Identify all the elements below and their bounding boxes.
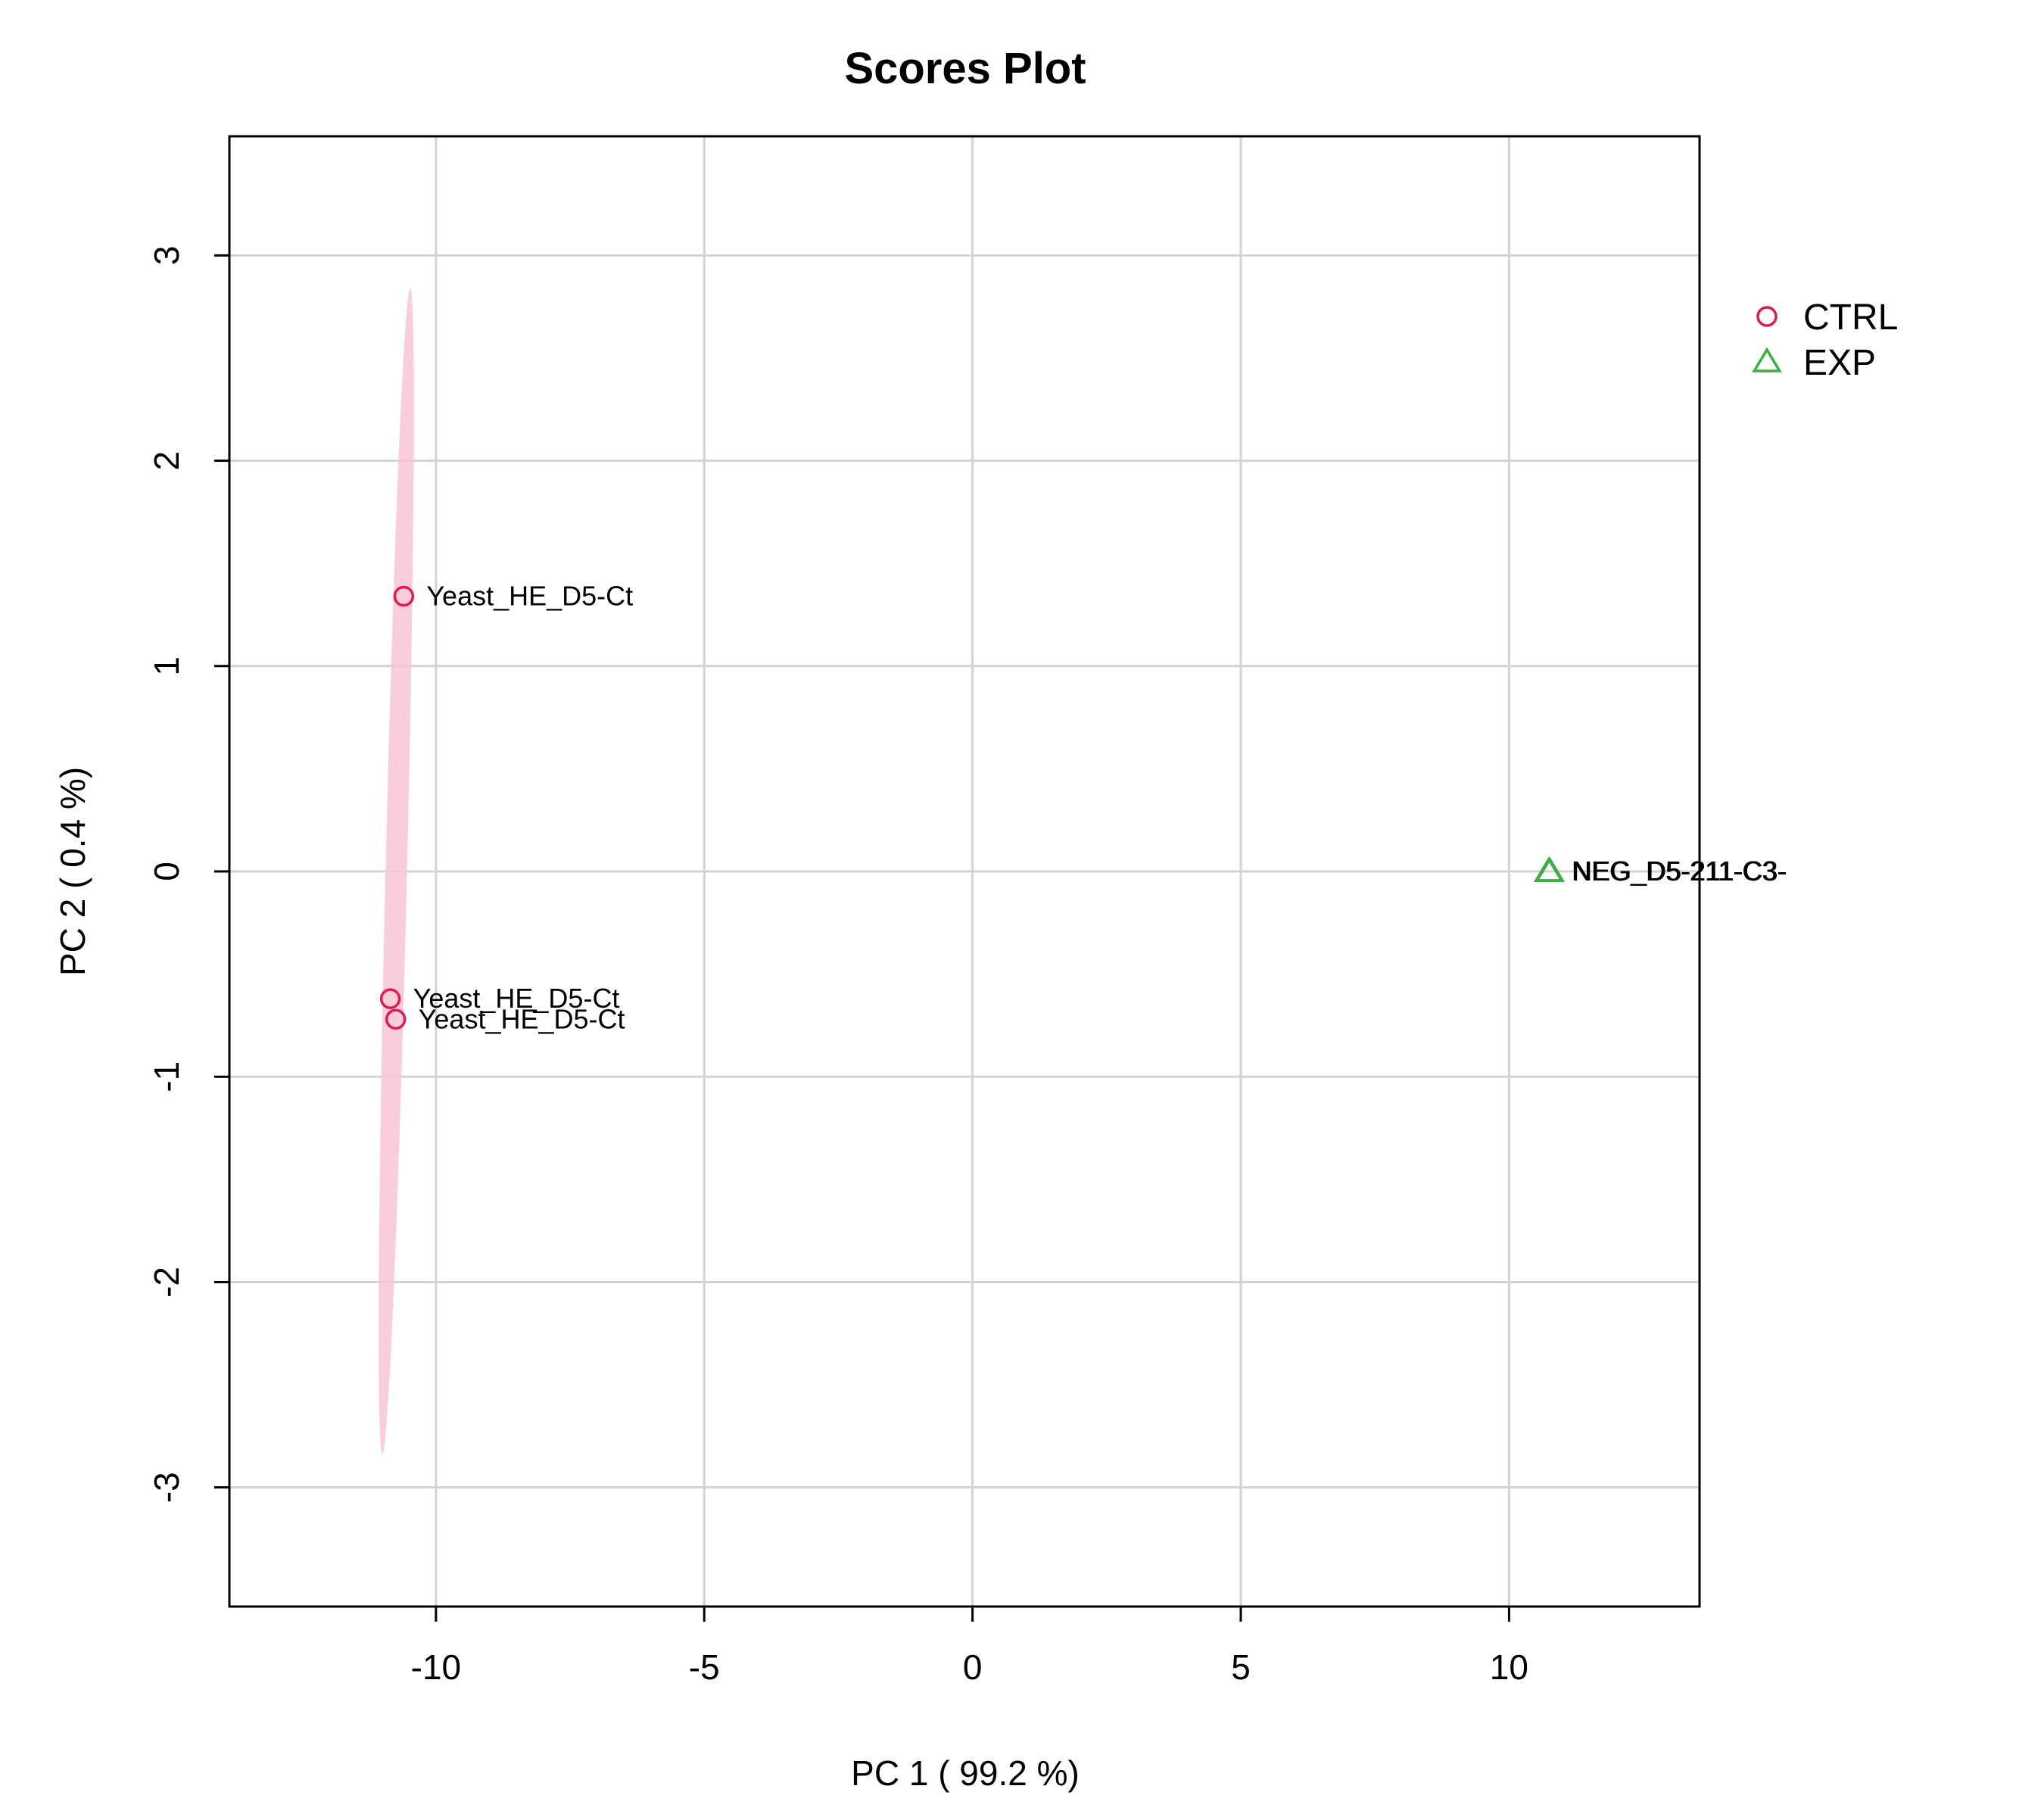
point-ctrl (379, 988, 401, 1009)
point-label: NEG_D5-211-C3- (1572, 856, 1787, 887)
point-label: Yeast_HE_D5-Ct (413, 983, 620, 1014)
legend: CTRL EXP (1752, 298, 1898, 383)
x-axis-label: PC 1 ( 99.2 %) (851, 1753, 1080, 1793)
chart-title: Scores Plot (844, 44, 1086, 93)
y-tick-label: -2 (147, 1267, 186, 1298)
point-exp (1533, 856, 1564, 882)
point-label: NEG_D5-211-C3- (1572, 856, 1786, 887)
x-tick-label: -5 (689, 1647, 720, 1687)
point-label: NEG_D5-211-C3- (1572, 856, 1787, 887)
legend-label-exp: EXP (1803, 343, 1876, 383)
grid (229, 136, 1700, 1607)
y-axis-label: PC 2 ( 0.4 %) (53, 767, 92, 976)
point-label: Yeast_HE_D5-Ct (419, 1003, 625, 1034)
y-tick-label: 2 (147, 451, 186, 471)
x-axis: -10 -5 0 5 10 (411, 1607, 1528, 1687)
y-tick-label: -3 (147, 1472, 186, 1503)
y-axis: -3 -2 -1 0 1 2 3 (147, 246, 229, 1503)
x-tick-label: 0 (963, 1647, 983, 1687)
confidence-ellipse-ctrl (379, 288, 414, 1455)
x-tick-label: 5 (1231, 1647, 1251, 1687)
legend-marker-exp (1752, 347, 1782, 372)
legend-marker-ctrl (1756, 306, 1778, 327)
y-tick-label: 0 (147, 862, 186, 881)
x-tick-label: 10 (1490, 1647, 1528, 1687)
legend-label-ctrl: CTRL (1803, 298, 1898, 338)
y-tick-label: 3 (147, 246, 186, 266)
y-tick-label: -1 (147, 1061, 186, 1092)
data-points: Yeast_HE_D5-CtYeast_HE_D5-CtYeast_HE_D5-… (379, 581, 1787, 1034)
point-ctrl (393, 585, 415, 607)
y-tick-label: 1 (147, 656, 186, 676)
x-tick-label: -10 (411, 1647, 461, 1687)
point-label: Yeast_HE_D5-Ct (426, 581, 633, 612)
point-ctrl (385, 1008, 407, 1030)
confidence-ellipses (379, 288, 414, 1455)
